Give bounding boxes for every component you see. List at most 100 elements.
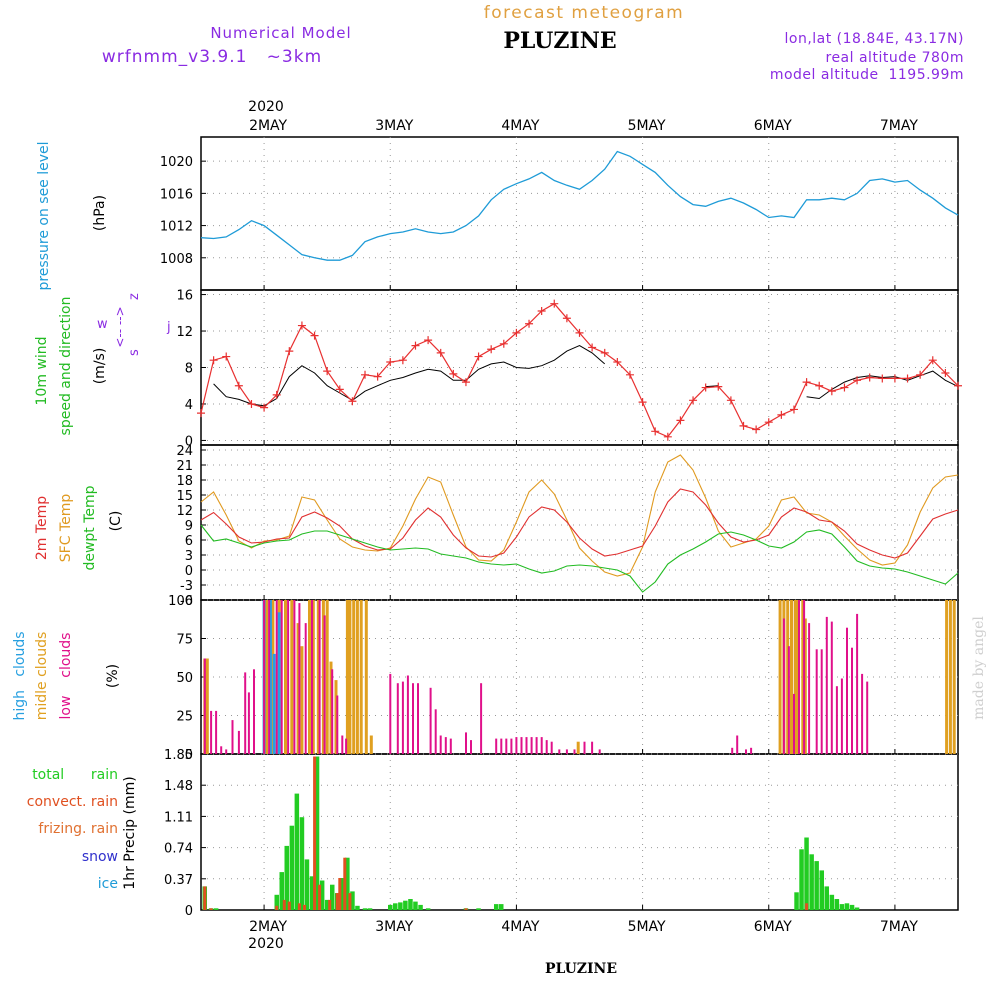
- rain-total-bar: [499, 904, 504, 910]
- wind-speed-marker: [323, 367, 332, 376]
- pressure-tick-label: 1012: [160, 220, 193, 235]
- rain-convect-bar: [335, 893, 339, 910]
- wind-speed-marker: [941, 368, 950, 377]
- cloud-low-bar: [535, 737, 538, 754]
- cloud-low-bar: [851, 647, 853, 754]
- cloud-low-bar: [406, 675, 409, 754]
- wind-speed-marker: [411, 341, 420, 350]
- cloud-low-bar: [598, 749, 601, 754]
- wind-speed-marker: [537, 306, 546, 315]
- pressure-panel: [200, 150, 959, 261]
- wind-speed-marker: [499, 339, 508, 348]
- cloud-low-bar: [311, 600, 313, 754]
- cloud-low-bar: [396, 683, 399, 754]
- rain-convect-bar: [343, 857, 347, 910]
- wind-speed-marker: [373, 372, 382, 381]
- cloud-low-bar: [558, 749, 561, 754]
- wind-speed-marker: [903, 374, 912, 383]
- cloud-mid-bar: [778, 600, 782, 754]
- temp-tick-label: 24: [176, 444, 193, 459]
- cloud-mid-bar: [300, 646, 304, 754]
- cloud-low-bar: [412, 683, 414, 754]
- cloud-mid-bar: [296, 623, 300, 754]
- wind-speed-marker: [197, 409, 205, 418]
- cloud-mid-bar: [803, 618, 807, 754]
- wind-tick-label: 0: [185, 434, 193, 449]
- wind-speed-marker: [726, 396, 735, 405]
- cloud-low-bar: [480, 683, 483, 754]
- rain-convect-label: convect. rain: [27, 794, 118, 810]
- wind-speed-marker: [739, 421, 748, 430]
- wind-speed-marker: [689, 396, 698, 405]
- rain-total-bar: [844, 903, 850, 910]
- cloud-mid-bar: [284, 600, 287, 754]
- temp-sfc-line: [200, 454, 959, 577]
- cloud-mid-bar: [793, 600, 797, 754]
- wind-speed-marker: [222, 352, 231, 361]
- cloud-low-bar: [840, 678, 843, 754]
- temp-tick-label: 21: [176, 459, 193, 474]
- rain-tick-label: 1.11: [164, 810, 193, 825]
- bottom-date-label: 3MAY: [375, 919, 413, 935]
- pressure-frame: [200, 136, 959, 291]
- rain-total-bar: [408, 899, 413, 910]
- cloud-tick-label: 100: [168, 594, 193, 609]
- wind-speed-marker: [802, 378, 811, 387]
- bottom-date-label: 6MAY: [754, 919, 792, 935]
- temp-tick-label: 15: [176, 489, 193, 504]
- wind-speed-marker: [916, 370, 925, 379]
- cloud-mid-bar: [790, 600, 793, 754]
- wind-speed-marker: [386, 358, 395, 367]
- rain-tick-label: 0.74: [164, 842, 193, 857]
- cloud-mid-bar: [316, 600, 320, 754]
- rain-convect-bar: [328, 899, 332, 910]
- cloud-low-bar: [304, 623, 307, 754]
- wind-speed-marker: [928, 356, 937, 365]
- rain-total-bar: [824, 886, 829, 910]
- chart-title: PLUZINE: [503, 28, 616, 54]
- wind-speed-marker: [840, 383, 849, 392]
- wind-speed-marker: [424, 336, 433, 345]
- top-date-label: 3MAY: [375, 118, 413, 134]
- pressure-label: pressure on see level: [36, 141, 52, 290]
- cloud-low-bar: [345, 738, 348, 754]
- temp-tick-label: 12: [176, 504, 193, 519]
- cloud-panel: [203, 600, 956, 754]
- wind-compass-w: w: [97, 317, 108, 332]
- year-label-bottom: 2020: [248, 936, 284, 952]
- temp-tick-label: 9: [185, 519, 193, 534]
- rain-snow-label: snow: [82, 849, 118, 865]
- credit-text: made by angel: [971, 616, 987, 720]
- rain-tick-label: 0: [185, 904, 193, 919]
- cloud-low-bar: [444, 737, 447, 754]
- wind-speed-marker: [777, 410, 786, 419]
- rain-total-bar: [324, 899, 330, 910]
- wind-speed-marker: [525, 319, 534, 328]
- bottom-date-label: 4MAY: [501, 919, 539, 935]
- cloud-low-bar: [244, 672, 247, 754]
- wind-speed-line: [200, 302, 959, 438]
- wind-label-1: 10m wind: [34, 336, 50, 405]
- wind-speed-marker: [449, 369, 458, 378]
- wind-label-2: speed and direction: [58, 297, 74, 436]
- cloud-low-bar: [336, 695, 339, 754]
- cloud-low-bar: [439, 735, 442, 754]
- wind-speed-marker: [789, 405, 798, 414]
- cloud-mid-bar: [369, 735, 373, 754]
- cloud-low-bar: [803, 600, 806, 754]
- cloud-low-bar: [280, 600, 283, 754]
- rain-total-bar: [309, 876, 315, 910]
- cloud-low-label: low clouds: [58, 633, 74, 720]
- cloud-low-bar: [231, 720, 234, 754]
- cloud-low-bar: [449, 738, 452, 754]
- cloud-low-bar: [540, 737, 543, 754]
- wind-speed-marker: [815, 381, 824, 390]
- cloud-low-bar: [583, 741, 586, 754]
- cloud-low-bar: [429, 687, 432, 754]
- rain-tick-label: 1.48: [164, 779, 193, 794]
- cloud-low-bar: [203, 658, 206, 754]
- temp-dewpt-line: [200, 524, 959, 593]
- cloud-low-bar: [220, 746, 223, 754]
- rain-total-bar: [819, 870, 824, 910]
- temp-dewpt-label: dewpt Temp: [82, 485, 98, 570]
